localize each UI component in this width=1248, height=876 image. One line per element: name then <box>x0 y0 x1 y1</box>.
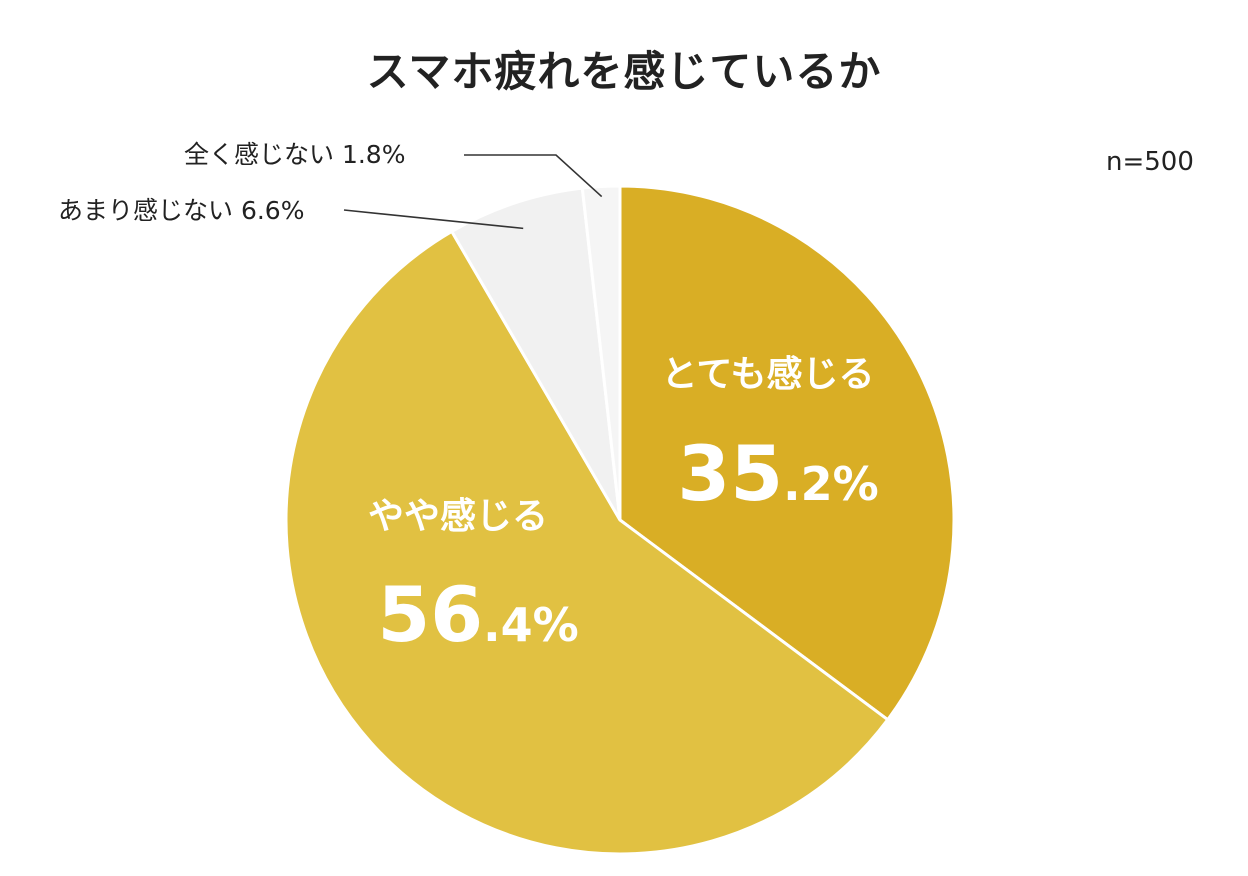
external-label-2: あまり感じない 6.6% <box>58 196 304 225</box>
slice-label-0: とても感じる <box>661 354 874 395</box>
slice-amari <box>449 186 622 521</box>
slice-value-0: 35.2% <box>677 429 878 518</box>
leader-line-2 <box>343 209 524 230</box>
slice-label-1: やや感じる <box>368 496 548 537</box>
external-label-3: 全く感じない 1.8% <box>184 140 405 169</box>
slice-yaya <box>284 229 890 856</box>
sample-size-note: n=500 <box>1106 147 1194 177</box>
slice-value-1: 56.4% <box>377 570 578 659</box>
leader-line-3 <box>464 154 603 198</box>
slice-mattaku <box>580 184 622 521</box>
chart-title: スマホ疲れを感じているか <box>366 47 882 96</box>
slice-totemo <box>618 184 956 722</box>
